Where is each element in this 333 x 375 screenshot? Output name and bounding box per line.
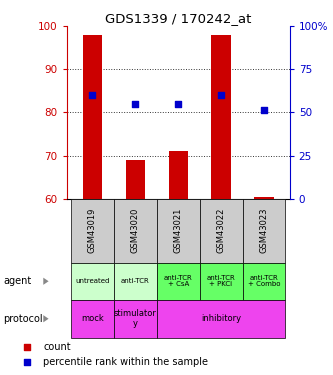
Title: GDS1339 / 170242_at: GDS1339 / 170242_at — [105, 12, 251, 25]
Bar — [199, 199, 242, 262]
Bar — [157, 262, 199, 300]
Point — [133, 101, 138, 107]
Bar — [242, 199, 285, 262]
Point — [24, 344, 29, 350]
Point — [90, 92, 95, 98]
Point — [24, 359, 29, 365]
Bar — [71, 262, 114, 300]
Text: GSM43020: GSM43020 — [131, 208, 140, 254]
Text: GSM43019: GSM43019 — [88, 208, 97, 254]
Text: anti-TCR
+ Combo: anti-TCR + Combo — [248, 275, 280, 288]
Text: GSM43022: GSM43022 — [216, 208, 225, 254]
Text: GSM43023: GSM43023 — [259, 208, 268, 254]
Bar — [83, 35, 102, 199]
Bar — [114, 199, 157, 262]
Bar — [114, 300, 157, 338]
Text: agent: agent — [3, 276, 32, 286]
Bar — [211, 35, 231, 199]
Bar — [71, 300, 114, 338]
Point — [175, 101, 181, 107]
Text: stimulator
y: stimulator y — [114, 309, 157, 328]
Text: inhibitory: inhibitory — [201, 314, 241, 323]
Bar — [242, 262, 285, 300]
Text: protocol: protocol — [3, 314, 43, 324]
Bar — [254, 196, 274, 199]
Point — [218, 92, 224, 98]
Text: anti-TCR: anti-TCR — [121, 278, 150, 284]
Point — [261, 107, 267, 113]
Bar — [168, 151, 188, 199]
Text: anti-TCR
+ CsA: anti-TCR + CsA — [164, 275, 192, 288]
Text: GSM43021: GSM43021 — [173, 208, 183, 254]
Text: untreated: untreated — [75, 278, 110, 284]
Bar — [199, 262, 242, 300]
Text: anti-TCR
+ PKCi: anti-TCR + PKCi — [207, 275, 235, 288]
Bar — [126, 160, 145, 199]
Bar — [71, 199, 114, 262]
Text: percentile rank within the sample: percentile rank within the sample — [43, 357, 208, 367]
Text: count: count — [43, 342, 71, 352]
Bar — [114, 262, 157, 300]
Bar — [157, 199, 199, 262]
Text: mock: mock — [81, 314, 104, 323]
Bar — [157, 300, 285, 338]
